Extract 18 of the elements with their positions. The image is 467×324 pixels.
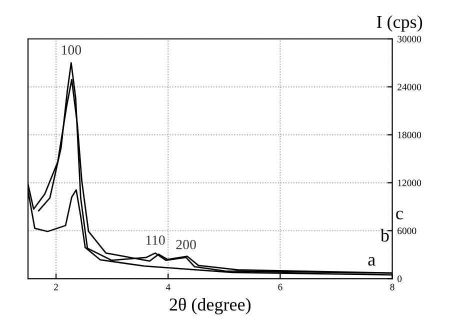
series-label: b bbox=[380, 228, 389, 242]
y-tick-label: 6000 bbox=[398, 228, 416, 234]
y-tick-label: 30000 bbox=[398, 36, 422, 42]
series-label: a bbox=[368, 257, 376, 266]
y-axis-title: I (cps) bbox=[376, 15, 422, 32]
y-tick-label: 24000 bbox=[398, 84, 422, 90]
x-tick-label: 6 bbox=[278, 284, 282, 290]
x-tick-label: 8 bbox=[390, 284, 394, 290]
text: c bbox=[396, 210, 403, 220]
annotation: 200 bbox=[176, 240, 196, 250]
y-tick-label: 12000 bbox=[398, 180, 422, 186]
annotation: 100 bbox=[62, 45, 82, 55]
y-tick-label: 0 bbox=[398, 276, 402, 282]
x-axis-title: 2θ (degree) bbox=[170, 298, 251, 314]
y-tick-label: 18000 bbox=[398, 132, 422, 138]
x-tick-label: 4 bbox=[166, 284, 170, 290]
x-tick-label: 2 bbox=[54, 284, 58, 290]
annotation: 110 bbox=[146, 235, 165, 245]
